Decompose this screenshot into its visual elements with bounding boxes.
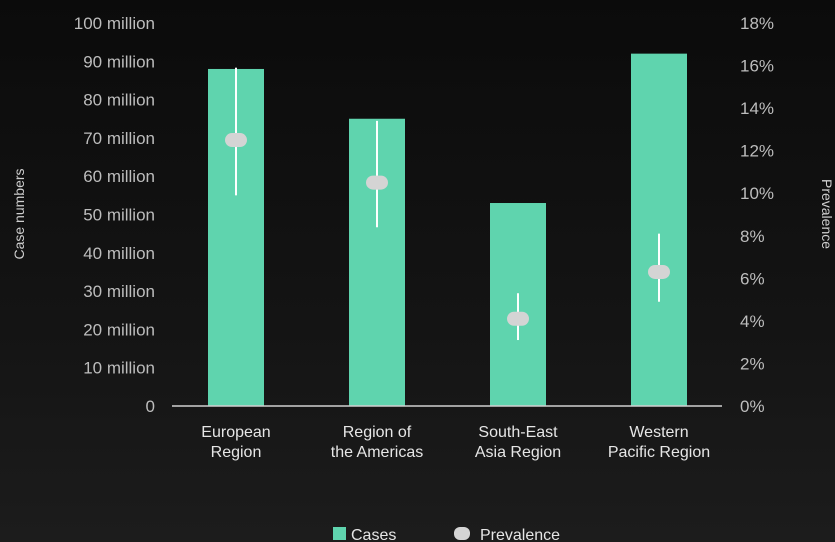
y-tick-label: 30 million <box>83 282 155 301</box>
y2-tick-label: 10% <box>740 184 774 203</box>
legend-swatch-prevalence <box>454 527 470 540</box>
bars-group <box>208 53 687 407</box>
y-tick-label: 10 million <box>83 359 155 378</box>
category-label: Western <box>629 424 688 441</box>
bar-cases <box>631 53 687 406</box>
y-tick-label: 70 million <box>83 129 155 148</box>
category-label: European <box>201 424 270 441</box>
category-label: South-East <box>478 424 558 441</box>
prevalence-point <box>648 264 670 279</box>
legend-label-cases: Cases <box>351 527 396 542</box>
prevalence-group <box>225 67 670 341</box>
y-tick-label: 90 million <box>83 52 155 71</box>
y-tick-label: 40 million <box>83 244 155 263</box>
y2-tick-label: 4% <box>740 312 765 331</box>
y-tick-label: 20 million <box>83 320 155 339</box>
category-label: the Americas <box>331 444 423 461</box>
y2-tick-label: 2% <box>740 354 765 373</box>
category-label: Pacific Region <box>608 444 710 461</box>
left-axis-ticks: 0 10 million 20 million 30 million 40 millio… <box>74 14 155 416</box>
y2-tick-label: 16% <box>740 57 774 76</box>
y2-tick-label: 12% <box>740 142 774 161</box>
y-tick-label: 0 <box>146 397 155 416</box>
y-axis-title: Case numbers <box>11 168 27 259</box>
legend: Cases Prevalence <box>333 527 560 542</box>
y2-tick-label: 18% <box>740 14 774 33</box>
prevalence-point <box>366 175 388 190</box>
y-tick-label: 80 million <box>83 91 155 110</box>
category-labels: European Region Region of the Americas South… <box>201 424 710 461</box>
prevalence-point <box>225 133 247 148</box>
y-tick-label: 100 million <box>74 14 155 33</box>
y2-tick-label: 0% <box>740 397 765 416</box>
category-label: Asia Region <box>475 444 561 461</box>
legend-label-prevalence: Prevalence <box>480 527 560 542</box>
legend-swatch-cases <box>333 527 346 540</box>
right-axis-ticks: 0% 2% 4% 6% 8% 10% 12% 14% 16% 18% <box>740 14 774 416</box>
category-label: Region of <box>343 424 412 441</box>
y2-tick-label: 6% <box>740 269 765 288</box>
category-label: Region <box>211 444 262 461</box>
y2-axis-title: Prevalence <box>819 179 835 249</box>
y2-tick-label: 8% <box>740 227 765 246</box>
y-tick-label: 60 million <box>83 167 155 186</box>
y-tick-label: 50 million <box>83 206 155 225</box>
y2-tick-label: 14% <box>740 99 774 118</box>
prevalence-point <box>507 311 529 326</box>
